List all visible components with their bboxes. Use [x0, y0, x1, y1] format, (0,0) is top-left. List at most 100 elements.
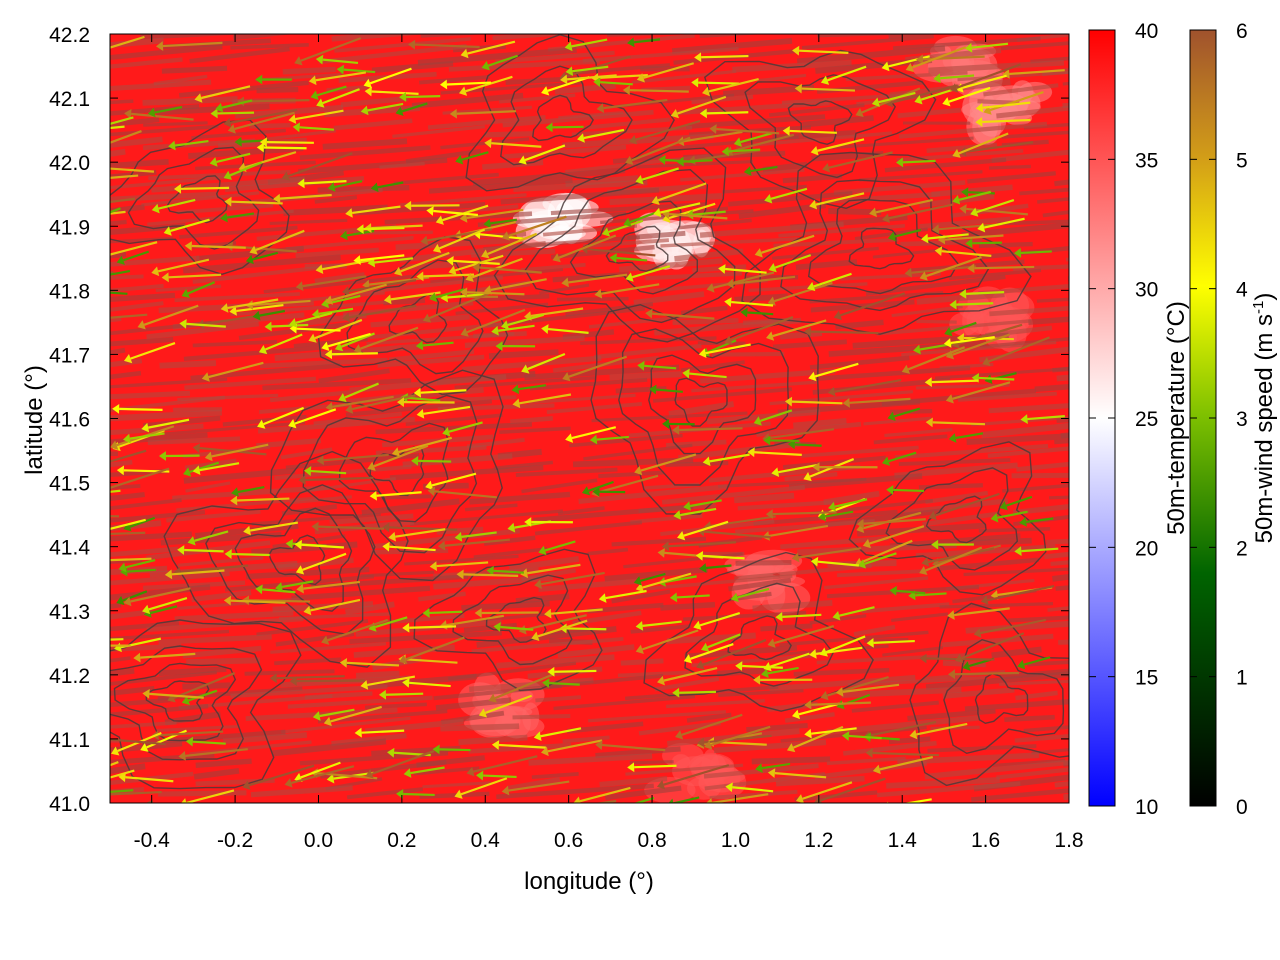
wind-arrow [875, 198, 933, 214]
wind-streak [340, 95, 409, 108]
wind-streak [1000, 41, 1069, 51]
wind-streak [110, 740, 183, 754]
wind-arrow [201, 85, 251, 100]
wind-arrow-head [833, 310, 842, 320]
wind-arrow-head [167, 693, 176, 703]
wind-arrow-head [231, 487, 239, 497]
wind-arrow-head [488, 693, 497, 703]
wind-streak [507, 776, 561, 792]
wind-arrow [389, 545, 436, 552]
wind-arrow [633, 796, 655, 803]
wind-streak [110, 255, 200, 267]
wind-arrow [549, 681, 580, 686]
wind-arrow-head [909, 729, 918, 740]
wind-arrow-head [64, 775, 72, 784]
wind-arrow [571, 38, 608, 48]
wind-arrow-head [97, 271, 105, 281]
wind-arrow [403, 792, 435, 797]
wind-arrow-head [466, 766, 475, 777]
wind-arrow-head [77, 126, 84, 136]
wind-streak [418, 591, 466, 602]
wind-streak [889, 533, 1021, 549]
wind-arrow [498, 743, 546, 749]
wind-arrow-head [794, 83, 802, 94]
wind-streak [529, 377, 648, 391]
wind-arrow-head [791, 552, 800, 563]
wind-arrow [162, 41, 223, 48]
terrain-contour [744, 74, 897, 179]
wind-streak [473, 293, 550, 302]
wind-arrow-head [229, 306, 237, 316]
wind-colorbar-tick-label: 0 [1236, 796, 1248, 819]
wind-streak [380, 494, 432, 500]
wind-arrow [508, 780, 570, 792]
wind-streak [993, 758, 1066, 767]
wind-arrow-head [1020, 414, 1028, 424]
wind-arrow [226, 212, 255, 219]
wind-arrow [249, 521, 299, 532]
wind-streak [472, 167, 626, 187]
wind-arrow-head [675, 730, 684, 740]
wind-arrow [410, 766, 445, 775]
wind-arrow-head [142, 604, 151, 615]
wind-arrow [916, 722, 968, 736]
wind-arrow [168, 273, 222, 279]
wind-arrow-head [755, 763, 763, 773]
wind-arrow-head [161, 272, 169, 283]
wind-arrow [704, 530, 771, 539]
wind-arrow [281, 580, 314, 589]
wind-arrow [187, 281, 216, 295]
wind-arrow [888, 203, 954, 220]
wind-arrow [565, 55, 631, 78]
wind-streak [896, 149, 1024, 162]
wind-arrow-head [765, 509, 773, 519]
wind-streak [1031, 748, 1069, 755]
wind-streak [971, 415, 1069, 427]
wind-streak [780, 535, 889, 550]
wind-streak [1002, 483, 1069, 493]
wind-arrow-head [388, 531, 396, 542]
wind-arrow-head [426, 206, 434, 216]
wind-arrow [371, 750, 435, 775]
wind-streak [110, 459, 133, 468]
wind-streak [988, 403, 1069, 414]
wind-arrow [547, 76, 590, 92]
wind-streak [925, 490, 989, 504]
wind-arrow-head [98, 526, 106, 535]
wind-streak [365, 321, 516, 340]
wind-arrow [550, 608, 603, 615]
wind-arrow [405, 636, 465, 661]
wind-streak [620, 658, 664, 666]
wind-arrow-head [982, 356, 991, 367]
wind-arrow [130, 341, 176, 360]
wind-arrow [145, 800, 154, 803]
wind-streak [158, 634, 272, 645]
wind-arrow-head [288, 114, 297, 124]
wind-streak [699, 34, 765, 39]
wind-streak [963, 567, 1069, 577]
wind-arrow-head [312, 711, 321, 721]
wind-arrow-head [402, 622, 410, 633]
wind-arrow [862, 511, 922, 530]
wind-arrow [566, 627, 607, 631]
wind-arrow-head [91, 122, 99, 131]
wind-streak [665, 460, 729, 467]
terrain-contour [925, 495, 987, 544]
wind-streak [366, 332, 515, 346]
wind-arrow [730, 315, 794, 342]
terrain-contour [163, 450, 409, 668]
wind-arrow [683, 130, 743, 143]
wind-streak [782, 455, 886, 470]
wind-arrow-head [391, 447, 400, 457]
wind-streak [979, 346, 1069, 363]
wind-streak [772, 339, 847, 350]
wind-arrow [537, 619, 588, 638]
wind-arrow [346, 661, 400, 667]
wind-streak [809, 291, 944, 304]
wind-arrow-head [281, 171, 290, 181]
wind-arrow-head [183, 467, 192, 477]
wind-arrow-head [767, 638, 776, 648]
wind-arrow-head [223, 595, 232, 606]
wind-arrow-head [256, 142, 264, 153]
wind-arrow-head [649, 384, 657, 395]
